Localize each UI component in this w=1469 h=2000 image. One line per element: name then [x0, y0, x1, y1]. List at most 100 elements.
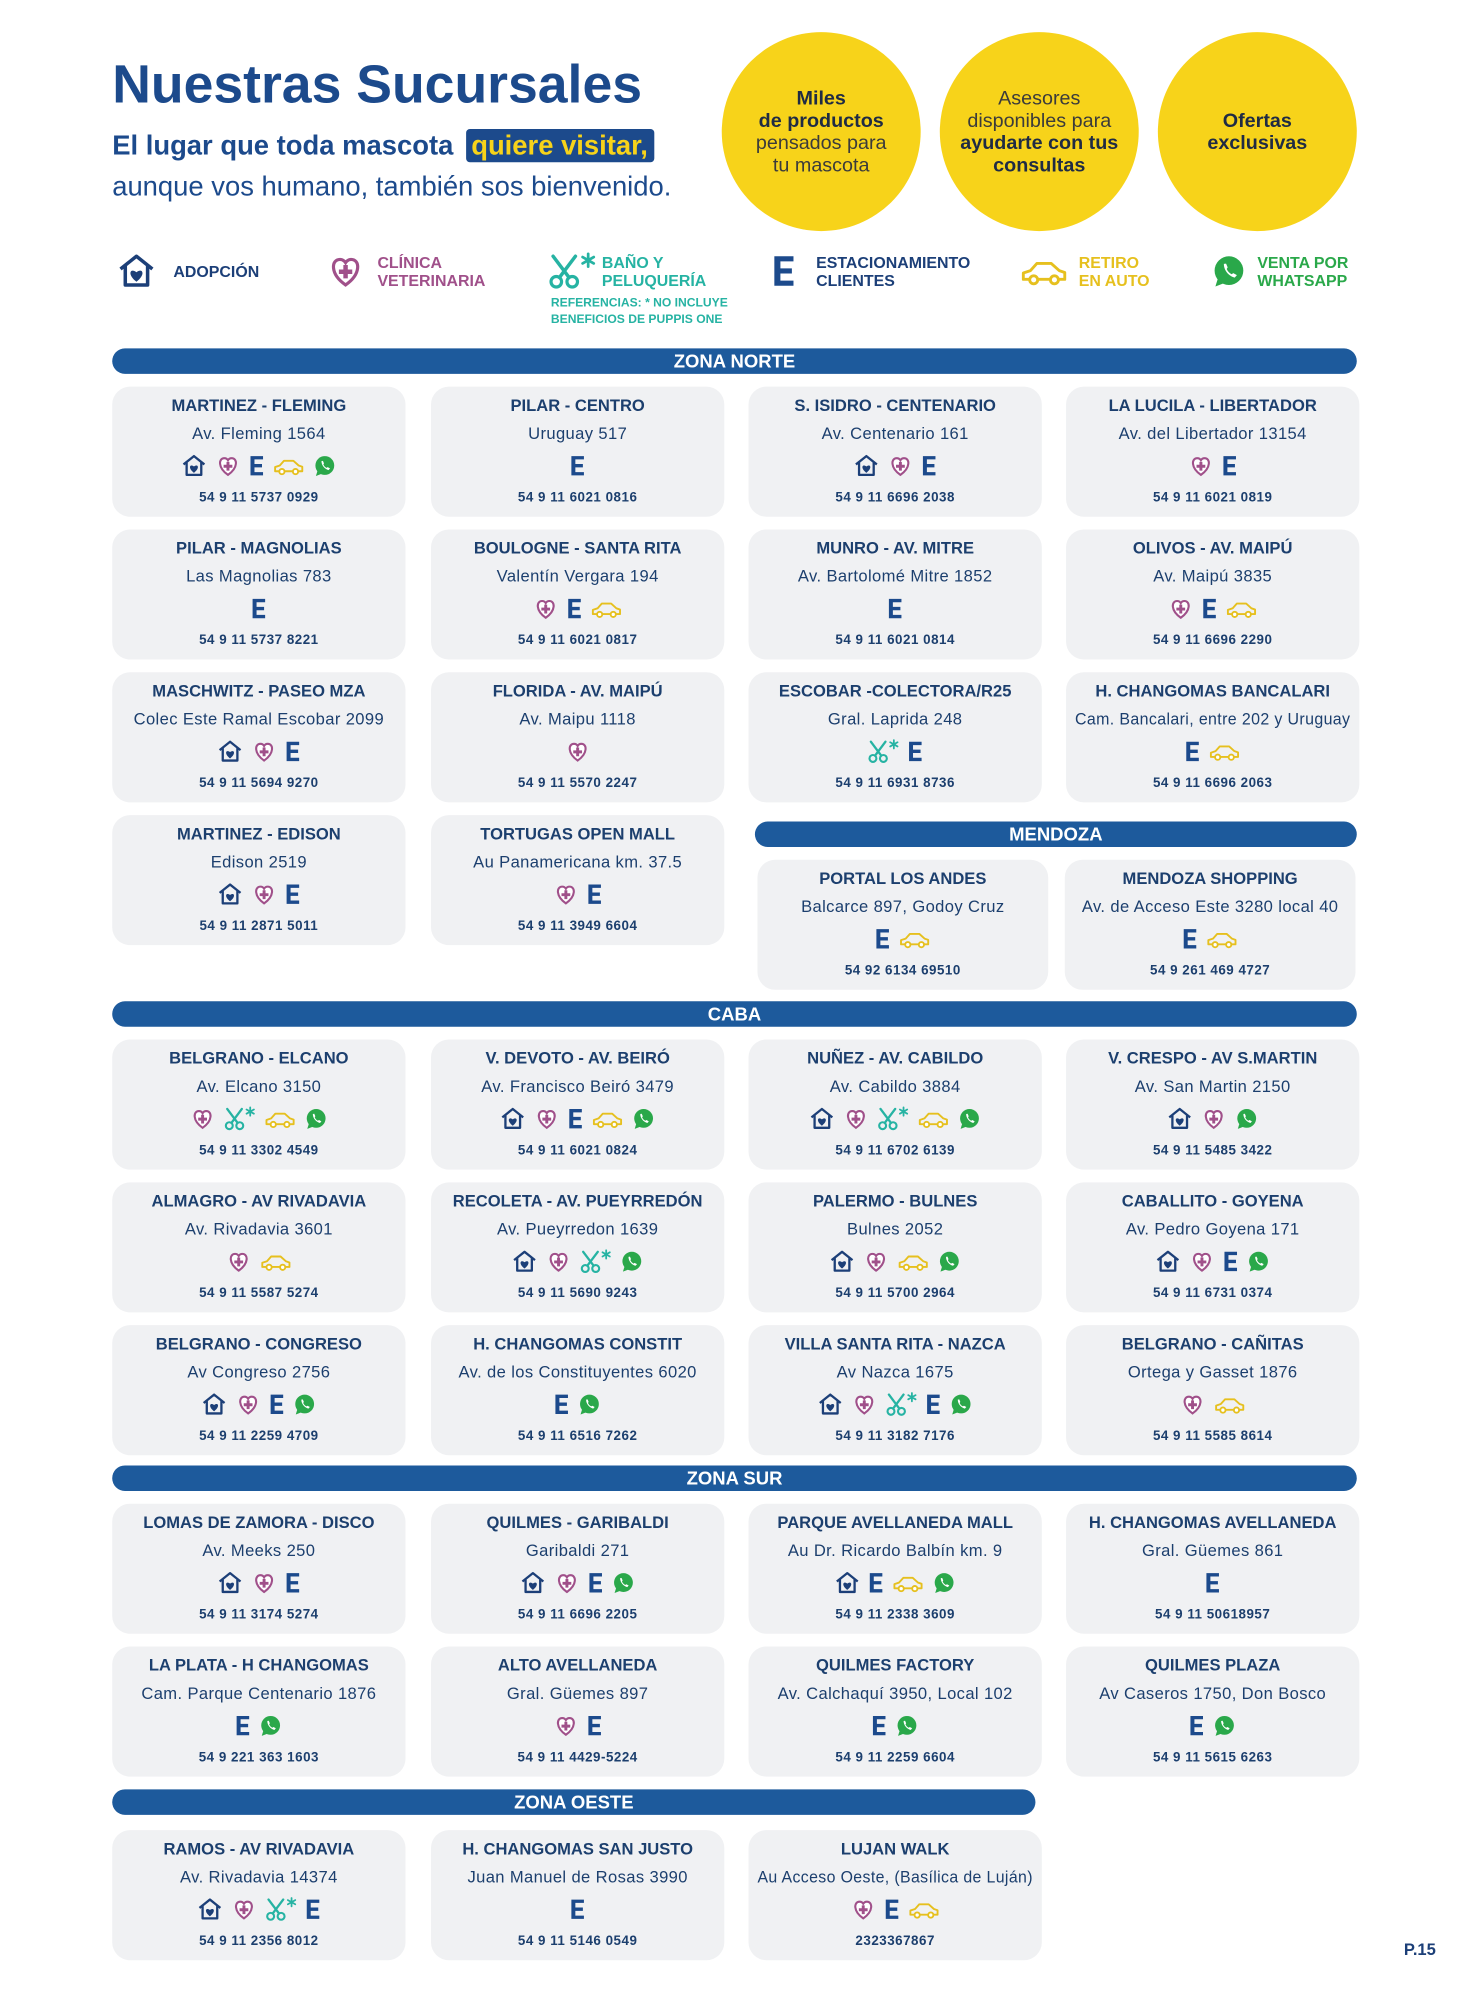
- card-background: [431, 386, 725, 517]
- store-address: Av. de Acceso Este 3280 local 40: [1082, 897, 1339, 916]
- store-address: Av. Pueyrredon 1639: [497, 1220, 658, 1239]
- card-background: [112, 1039, 406, 1170]
- store-phone: 54 9 11 6696 2063: [1153, 775, 1273, 790]
- feature-text: de productos: [759, 110, 884, 132]
- card-background: [431, 1325, 725, 1456]
- store-address: Av Caseros 1750, Don Bosco: [1099, 1684, 1326, 1703]
- card-background: [1066, 1039, 1360, 1170]
- store-address: Garibaldi 271: [526, 1541, 630, 1560]
- card-background: [1066, 1503, 1360, 1634]
- service-icon: [869, 1573, 883, 1593]
- store-name: MENDOZA SHOPPING: [1123, 869, 1298, 888]
- card-background: [431, 529, 725, 660]
- card-background: [1066, 386, 1360, 517]
- card-background: [748, 1039, 1042, 1170]
- service-icon: [1186, 741, 1199, 762]
- store-name: TORTUGAS OPEN MALL: [480, 824, 675, 843]
- service-icon: [1223, 456, 1236, 476]
- service-icon: [1183, 929, 1197, 949]
- service-icon: [1224, 1251, 1238, 1272]
- store-name: BELGRANO - CONGRESO: [156, 1334, 362, 1353]
- card-background: [748, 1830, 1042, 1961]
- store-name: H. CHANGOMAS AVELLANEDA: [1089, 1513, 1337, 1532]
- store-name: V. DEVOTO - AV. BEIRÓ: [485, 1049, 670, 1068]
- store-phone: 54 9 11 6731 0374: [1153, 1285, 1273, 1300]
- zone-title: MENDOZA: [1009, 824, 1102, 845]
- store-phone: 54 9 11 6021 0814: [835, 632, 955, 647]
- card-background: [1066, 529, 1360, 660]
- store-card: MUNRO - AV. MITRE Av. Bartolomé Mitre 185…: [748, 529, 1042, 660]
- store-phone: 54 9 11 50618957: [1155, 1606, 1270, 1621]
- legend-note: REFERENCIAS: * NO INCLUYE: [551, 295, 728, 309]
- legend-note: BENEFICIOS DE PUPPIS ONE: [551, 312, 723, 326]
- zone-title: ZONA NORTE: [674, 351, 796, 372]
- store-card: TORTUGAS OPEN MALL Au Panamericana km. 37…: [431, 815, 725, 946]
- feature-text: exclusivas: [1207, 132, 1307, 154]
- card-background: [431, 672, 725, 803]
- store-card: H. CHANGOMAS AVELLANEDA Gral. Güemes 861 5…: [1066, 1503, 1360, 1634]
- store-card: S. ISIDRO - CENTENARIO Av. Centenario 161…: [748, 386, 1042, 517]
- legend-label: CLIENTES: [816, 273, 895, 290]
- card-background: [748, 1503, 1042, 1634]
- store-card: MARTINEZ - EDISON Edison 2519 54 9 11 2871…: [112, 815, 406, 946]
- store-address: Av. del Libertador 13154: [1119, 424, 1307, 443]
- service-icon: [236, 1715, 250, 1736]
- store-card: BELGRANO - ELCANO Av. Elcano 3150 54 9 11 …: [112, 1039, 406, 1170]
- store-phone: 54 9 11 6696 2290: [1153, 632, 1273, 647]
- store-name: V. CRESPO - AV S.MARTIN: [1108, 1049, 1317, 1068]
- store-name: BOULOGNE - SANTA RITA: [474, 539, 682, 558]
- highlight-box: [466, 129, 655, 163]
- service-icon: [1206, 1573, 1219, 1593]
- store-address: Av. Fleming 1564: [192, 424, 325, 443]
- service-icon: [568, 598, 581, 619]
- store-phone: 54 9 11 6931 8736: [835, 775, 954, 790]
- store-address: Au Panamericana km. 37.5: [473, 852, 682, 871]
- store-address: Av. Elcano 3150: [196, 1077, 321, 1096]
- store-phone: 54 9 11 6696 2205: [518, 1606, 638, 1621]
- store-name: ALMAGRO - AV RIVADAVIA: [152, 1192, 367, 1211]
- card-background: [1064, 859, 1356, 990]
- card-background: [1066, 1182, 1360, 1313]
- store-name: PILAR - CENTRO: [510, 396, 644, 415]
- store-address: Av. San Martin 2150: [1135, 1077, 1291, 1096]
- store-name: MARTINEZ - EDISON: [177, 824, 341, 843]
- store-address: Cam. Bancalari, entre 202 y Uruguay: [1075, 710, 1351, 729]
- service-icon: [571, 456, 584, 476]
- store-phone: 54 9 11 3182 7176: [835, 1428, 954, 1443]
- zone-title: ZONA OESTE: [514, 1791, 633, 1812]
- store-address: Av. Calchaquí 3950, Local 102: [778, 1684, 1013, 1703]
- store-name: QUILMES PLAZA: [1145, 1656, 1280, 1675]
- store-name: VILLA SANTA RITA - NAZCA: [785, 1334, 1006, 1353]
- service-icon: [588, 884, 601, 904]
- card-background: [112, 1503, 406, 1634]
- store-name: QUILMES - GARIBALDI: [487, 1513, 669, 1532]
- store-address: Av Nazca 1675: [837, 1362, 954, 1381]
- store-phone: 54 9 11 5485 3422: [1153, 1142, 1273, 1157]
- store-name: PILAR - MAGNOLIAS: [176, 539, 342, 558]
- store-name: PALERMO - BULNES: [813, 1192, 977, 1211]
- store-card: CABALLITO - GOYENA Av. Pedro Goyena 171 54…: [1066, 1182, 1360, 1313]
- service-icon: [252, 598, 266, 619]
- store-phone: 54 9 11 4429-5224: [518, 1749, 638, 1764]
- store-phone: 54 9 11 5587 5274: [199, 1285, 319, 1300]
- service-icon: [909, 741, 922, 762]
- store-name: ALTO AVELLANEDA: [498, 1656, 658, 1675]
- subtitle-highlight: quiere visitar,: [471, 130, 648, 161]
- card-background: [112, 529, 406, 660]
- card-background: [112, 1646, 406, 1777]
- legend-label: RETIRO: [1079, 255, 1139, 272]
- card-background: [112, 1325, 406, 1456]
- store-card: OLIVOS - AV. MAIPÚ Av. Maipú 3835 54 9 11 …: [1066, 529, 1360, 660]
- feature-text: tu mascota: [773, 154, 870, 176]
- card-background: [112, 1830, 406, 1961]
- card-background: [1066, 672, 1360, 803]
- legend-label: BAÑO Y: [602, 252, 664, 272]
- store-card: FLORIDA - AV. MAIPÚ Av. Maipu 1118 54 9 11…: [431, 672, 725, 803]
- store-address: Av. Meeks 250: [202, 1541, 315, 1560]
- store-address: Uruguay 517: [528, 424, 627, 443]
- store-phone: 54 9 11 6021 0816: [518, 489, 638, 504]
- store-card: VILLA SANTA RITA - NAZCA Av Nazca 1675 54 …: [748, 1325, 1042, 1456]
- store-card: MENDOZA SHOPPING Av. de Acceso Este 3280 …: [1064, 859, 1356, 990]
- feature-text: Ofertas: [1223, 110, 1292, 132]
- store-phone: 54 9 11 3949 6604: [518, 918, 638, 933]
